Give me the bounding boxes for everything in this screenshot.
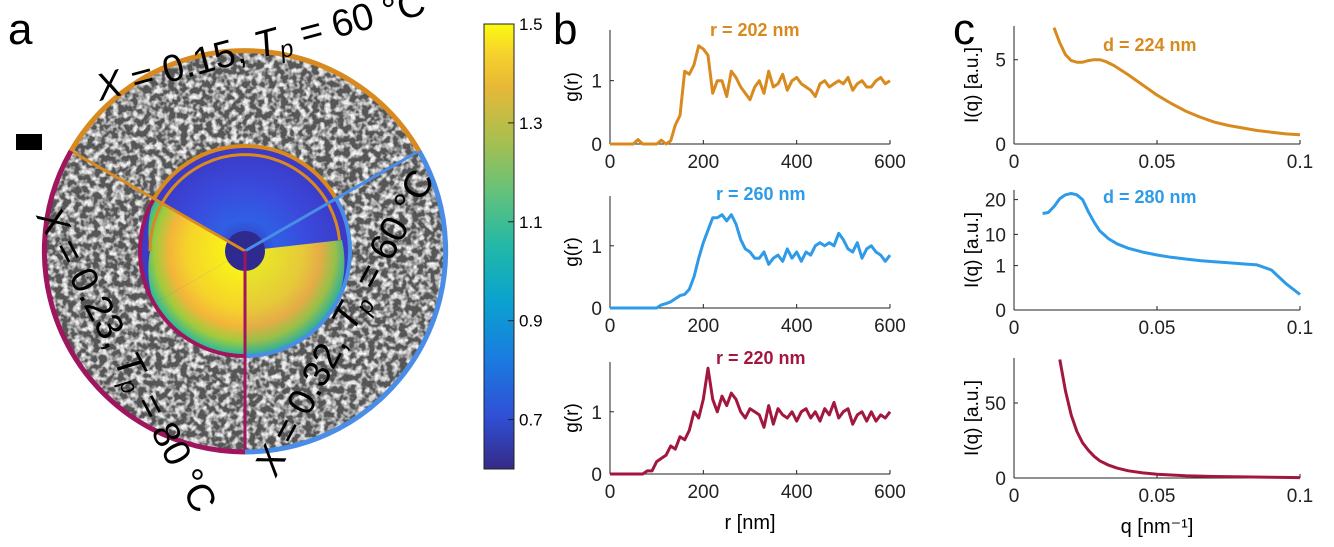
x-tick-label: 0 [1009, 152, 1020, 173]
x-tick-label: 0 [605, 316, 616, 337]
series-line-b1 [610, 44, 891, 146]
peak-annotation: r = 260 nm [716, 184, 806, 204]
y-axis-label: g(r) [562, 403, 583, 433]
x-tick-label: 400 [781, 482, 813, 503]
colorbar-tick-label: 1.5 [519, 15, 543, 34]
y-axis-label: I(q) [a.u.] [962, 47, 983, 123]
y-tick-label: 0 [591, 465, 602, 486]
x-tick-label: 0.1 [1287, 486, 1313, 507]
y-tick-label: 1 [591, 403, 602, 424]
x-tick-label: 200 [687, 316, 719, 337]
x-tick-label: 0.05 [1139, 152, 1176, 173]
chart-b3: 0 200 400 600 0 1 g(r) r [nm] r = 220 nm [562, 348, 906, 534]
x-tick-label: 400 [781, 316, 813, 337]
chart-c2: 0 0.05 0.1 0 1 10 20I(q) [a.u.] d = 280 nm [962, 187, 1313, 339]
x-tick-label: 600 [874, 316, 906, 337]
x-tick-label: 200 [687, 152, 719, 173]
y-tick-label: 5 [995, 51, 1006, 72]
sector-boundaries [41, 48, 449, 455]
y-tick-label: 1 [591, 72, 602, 93]
y-axis-label: I(q) [a.u.] [962, 212, 983, 288]
chart-c3: 0 0.05 0.1 0 50I(q) [a.u.] q [nm⁻¹] [962, 358, 1313, 538]
colorbar-tick-label: 1.1 [519, 213, 543, 232]
x-tick-label: 600 [874, 152, 906, 173]
series-line-b2 [610, 213, 892, 310]
peak-annotation: r = 220 nm [716, 348, 806, 368]
panel-label-b: b [553, 5, 577, 54]
peak-annotation: d = 224 nm [1103, 35, 1197, 55]
chart-c1: 0 0.05 0.1 0 5 I(q) [a.u.] d = 224 nm [962, 26, 1313, 173]
y-axis-label: g(r) [562, 237, 583, 267]
peak-annotation: d = 280 nm [1103, 187, 1197, 207]
colorbar: 1.5 1.3 1.1 0.9 0.7 [483, 15, 543, 470]
series-line-c2 [1042, 192, 1301, 296]
x-tick-label: 0 [605, 482, 616, 503]
colorbar-tick-label: 0.9 [519, 312, 543, 331]
x-tick-label: 0.05 [1139, 318, 1176, 339]
x-axis-label: q [nm⁻¹] [1121, 516, 1194, 538]
y-tick-label: 20 [985, 191, 1006, 212]
panel-label-a: a [8, 5, 33, 54]
x-tick-label: 0 [605, 152, 616, 173]
x-axis-label: r [nm] [724, 512, 775, 534]
y-tick-label: 0 [591, 135, 602, 156]
x-tick-label: 0 [1009, 486, 1020, 507]
panel-label-c: c [953, 5, 975, 54]
series-line-c3 [1058, 359, 1301, 480]
colorbar-tick-label: 0.7 [519, 411, 543, 430]
x-tick-label: 0.1 [1287, 152, 1313, 173]
chart-b1: 0 200 400 600 0 1 g(r) r = 202 nm [562, 20, 906, 173]
y-tick-label: 1 [591, 237, 602, 258]
x-tick-label: 600 [874, 482, 906, 503]
x-tick-label: 200 [687, 482, 719, 503]
x-tick-label: 0 [1009, 318, 1020, 339]
y-tick-label: 0 [995, 135, 1006, 156]
y-tick-label: 1 [995, 257, 1006, 278]
y-tick-label: 10 [985, 225, 1006, 246]
chart-b2: 0 200 400 600 0 1 g(r) r = 260 nm [562, 184, 906, 337]
y-tick-label: 0 [591, 299, 602, 320]
y-axis-label: g(r) [562, 72, 583, 102]
series-line-b3 [610, 366, 892, 476]
x-tick-label: 0.05 [1139, 486, 1176, 507]
series-line-c1 [1052, 27, 1301, 137]
y-tick-label: 0 [995, 301, 1006, 322]
x-tick-label: 400 [781, 152, 813, 173]
y-tick-label: 50 [985, 394, 1006, 415]
x-tick-label: 0.1 [1287, 318, 1313, 339]
colorbar-tick-label: 1.3 [519, 114, 543, 133]
y-tick-label: 0 [995, 469, 1006, 490]
scale-bar [16, 134, 42, 150]
panel-a: a [8, 0, 543, 520]
peak-annotation: r = 202 nm [710, 20, 800, 40]
y-axis-label: I(q) [a.u.] [962, 380, 983, 456]
